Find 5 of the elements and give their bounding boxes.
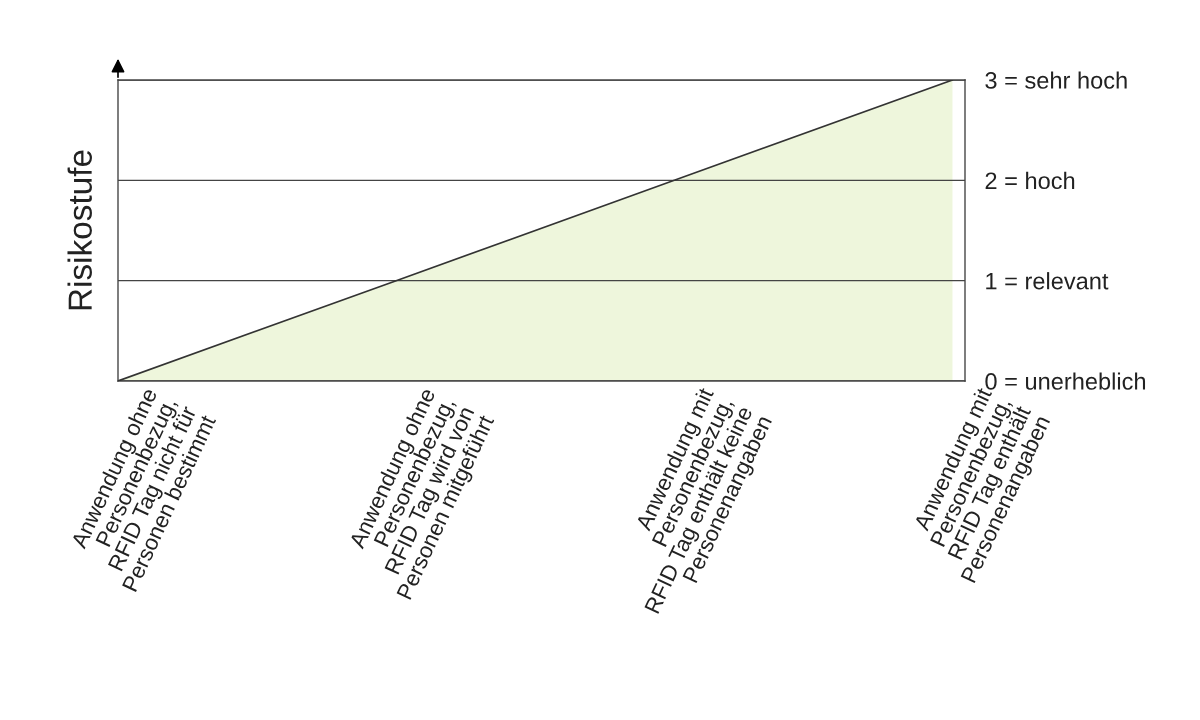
y-tick-label: 3 = sehr hoch	[985, 71, 1127, 89]
y-axis-title: Risikostufe	[67, 150, 92, 310]
y-tick-label: 1 = relevant	[986, 272, 1109, 290]
y-tick-label: 2 = hoch	[985, 171, 1075, 190]
y-tick-label: 0 = unerheblich	[985, 372, 1146, 390]
